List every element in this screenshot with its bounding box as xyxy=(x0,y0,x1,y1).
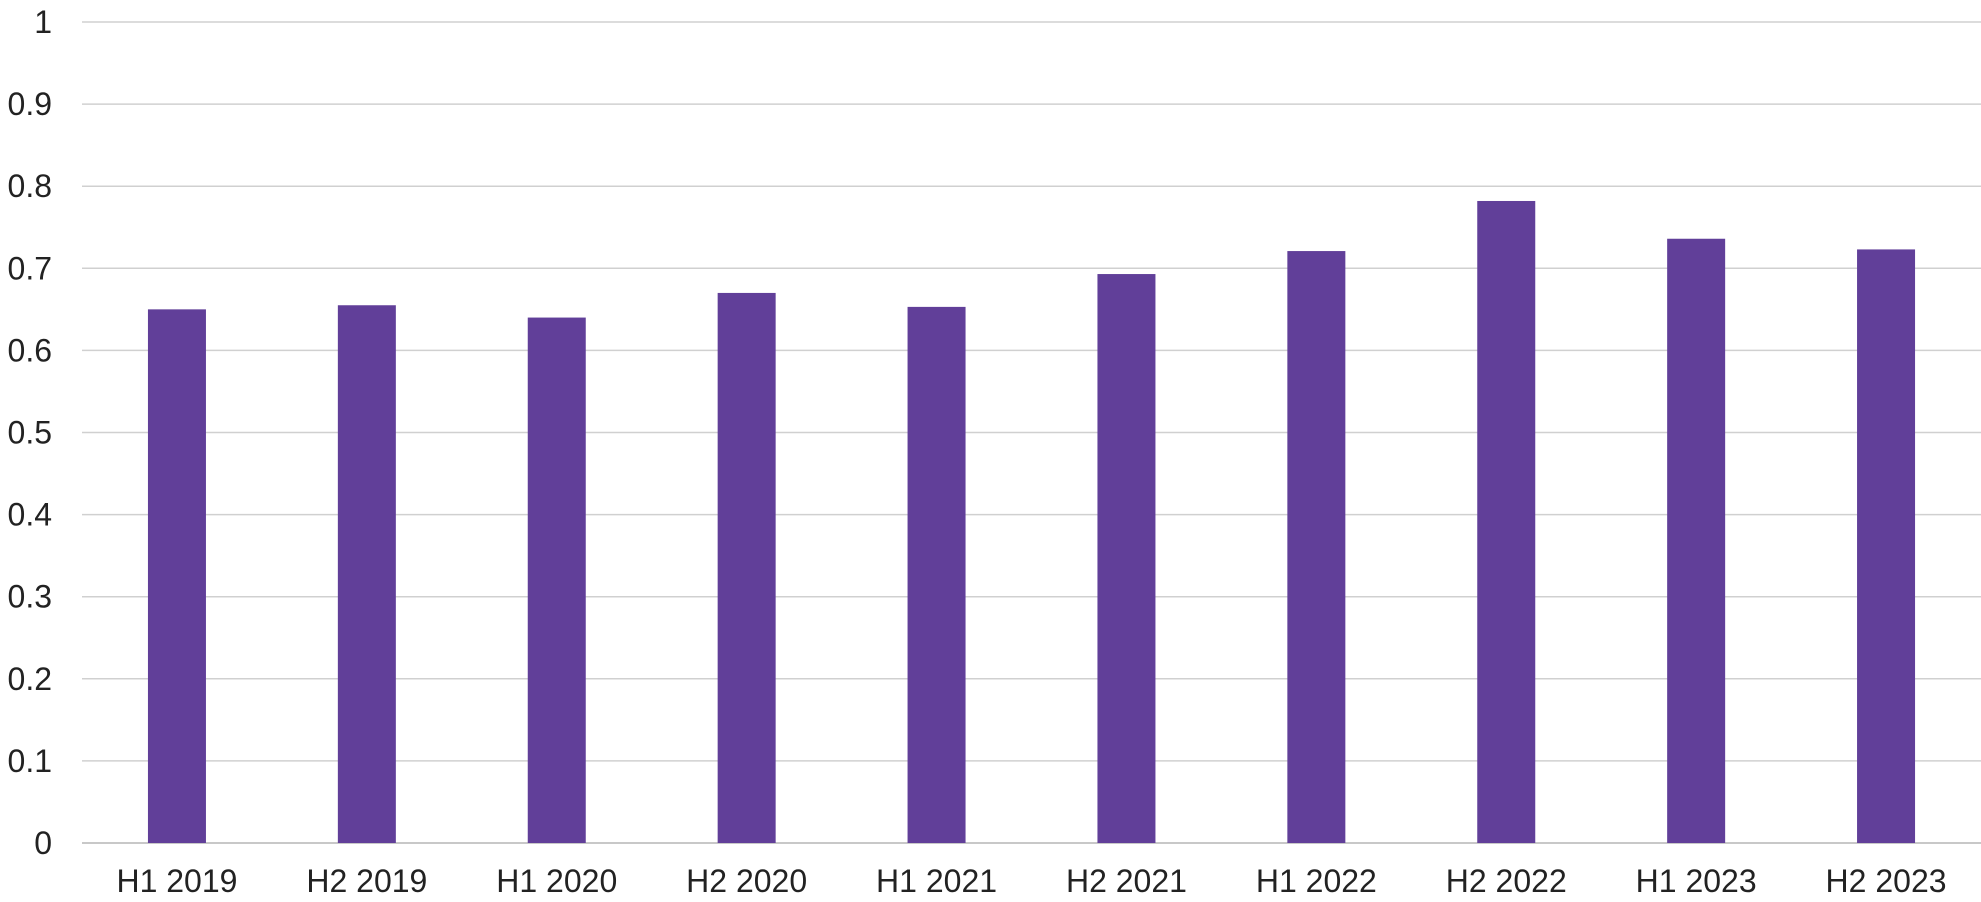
x-tick-label: H2 2021 xyxy=(1066,863,1187,899)
y-tick-label: 0.6 xyxy=(8,332,52,368)
y-tick-label: 0.3 xyxy=(8,579,52,615)
bar xyxy=(1667,238,1726,843)
bar xyxy=(1287,251,1346,843)
x-axis-tick-labels: H1 2019 H2 2019 H1 2020 H2 2020 H1 2021 H2 20… xyxy=(116,863,1946,899)
x-tick-label: H1 2023 xyxy=(1636,863,1757,899)
x-tick-label: H2 2023 xyxy=(1826,863,1947,899)
x-tick-label: H1 2021 xyxy=(876,863,997,899)
bar-series xyxy=(147,200,1916,844)
y-tick-label: 1 xyxy=(34,4,52,40)
y-tick-label: 0.4 xyxy=(8,497,52,533)
bar xyxy=(717,292,776,843)
bar xyxy=(1857,249,1916,844)
x-tick-label: H1 2020 xyxy=(496,863,617,899)
y-axis-tick-labels: 0 0.1 0.2 0.3 0.4 0.5 0.6 0.7 0.8 0.9 1 xyxy=(8,4,52,861)
x-tick-label: H2 2019 xyxy=(306,863,427,899)
y-tick-label: 0.2 xyxy=(8,661,52,697)
y-tick-label: 0 xyxy=(34,825,52,861)
y-tick-label: 0.8 xyxy=(8,168,52,204)
x-tick-label: H2 2022 xyxy=(1446,863,1567,899)
bar xyxy=(1097,274,1156,843)
x-tick-label: H2 2020 xyxy=(686,863,807,899)
y-tick-label: 0.1 xyxy=(8,743,52,779)
bar xyxy=(527,317,586,843)
y-tick-label: 0.9 xyxy=(8,86,52,122)
x-tick-label: H1 2022 xyxy=(1256,863,1377,899)
y-tick-label: 0.5 xyxy=(8,415,52,451)
bar xyxy=(1477,200,1536,843)
y-tick-label: 0.7 xyxy=(8,250,52,286)
gridlines xyxy=(82,21,1981,844)
x-tick-label: H1 2019 xyxy=(116,863,237,899)
bar xyxy=(337,305,396,843)
bar xyxy=(147,309,206,844)
bar xyxy=(907,306,966,844)
